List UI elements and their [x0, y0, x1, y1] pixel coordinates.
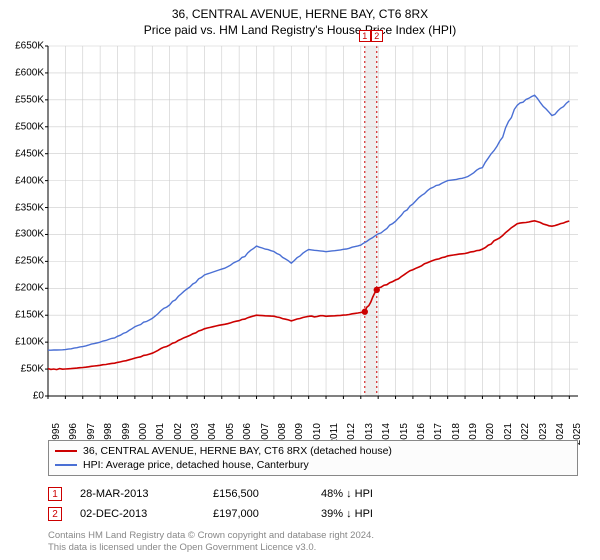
chart-title: 36, CENTRAL AVENUE, HERNE BAY, CT6 8RX P…	[0, 0, 600, 38]
sale-date: 28-MAR-2013	[80, 488, 195, 500]
y-tick-label: £400K	[0, 175, 44, 186]
y-tick-label: £450K	[0, 148, 44, 159]
sale-marker-badge: 1	[359, 30, 371, 42]
y-tick-label: £300K	[0, 229, 44, 240]
sale-badge: 1	[48, 487, 62, 501]
legend-item-hpi: HPI: Average price, detached house, Cant…	[55, 458, 571, 472]
sale-row: 2 02-DEC-2013 £197,000 39% ↓ HPI	[48, 504, 578, 524]
chart-container: 36, CENTRAL AVENUE, HERNE BAY, CT6 8RX P…	[0, 0, 600, 560]
y-tick-label: £350K	[0, 202, 44, 213]
legend-swatch	[55, 450, 77, 452]
sale-hpi-delta: 39% ↓ HPI	[321, 508, 431, 520]
sale-date: 02-DEC-2013	[80, 508, 195, 520]
y-tick-label: £500K	[0, 121, 44, 132]
title-line-1: 36, CENTRAL AVENUE, HERNE BAY, CT6 8RX	[0, 6, 600, 22]
sale-price: £156,500	[213, 488, 303, 500]
y-tick-label: £200K	[0, 283, 44, 294]
sale-row: 1 28-MAR-2013 £156,500 48% ↓ HPI	[48, 484, 578, 504]
sale-hpi-delta: 48% ↓ HPI	[321, 488, 431, 500]
y-tick-label: £250K	[0, 256, 44, 267]
plot-svg	[48, 46, 578, 396]
y-tick-label: £600K	[0, 67, 44, 78]
sale-badge: 2	[48, 507, 62, 521]
sale-price: £197,000	[213, 508, 303, 520]
y-tick-label: £150K	[0, 310, 44, 321]
sales-list: 1 28-MAR-2013 £156,500 48% ↓ HPI 2 02-DEC-201…	[48, 484, 578, 524]
x-axis-labels: 1995199619971998199920002001200220032004…	[48, 398, 578, 434]
title-line-2: Price paid vs. HM Land Registry's House …	[0, 22, 600, 38]
license-line-1: Contains HM Land Registry data © Crown c…	[48, 530, 578, 542]
y-tick-label: £0	[0, 391, 44, 402]
chart-area: £0£50K£100K£150K£200K£250K£300K£350K£400…	[48, 46, 578, 396]
legend-item-price-paid: 36, CENTRAL AVENUE, HERNE BAY, CT6 8RX (…	[55, 444, 571, 458]
legend-label: HPI: Average price, detached house, Cant…	[83, 459, 309, 471]
y-tick-label: £50K	[0, 364, 44, 375]
y-tick-label: £100K	[0, 337, 44, 348]
legend: 36, CENTRAL AVENUE, HERNE BAY, CT6 8RX (…	[48, 440, 578, 476]
y-tick-label: £650K	[0, 41, 44, 52]
legend-label: 36, CENTRAL AVENUE, HERNE BAY, CT6 8RX (…	[83, 445, 392, 457]
license-line-2: This data is licensed under the Open Gov…	[48, 542, 578, 554]
y-axis-labels: £0£50K£100K£150K£200K£250K£300K£350K£400…	[2, 46, 46, 396]
legend-swatch	[55, 464, 77, 466]
y-tick-label: £550K	[0, 94, 44, 105]
sale-marker-badge: 2	[371, 30, 383, 42]
license-text: Contains HM Land Registry data © Crown c…	[48, 530, 578, 554]
